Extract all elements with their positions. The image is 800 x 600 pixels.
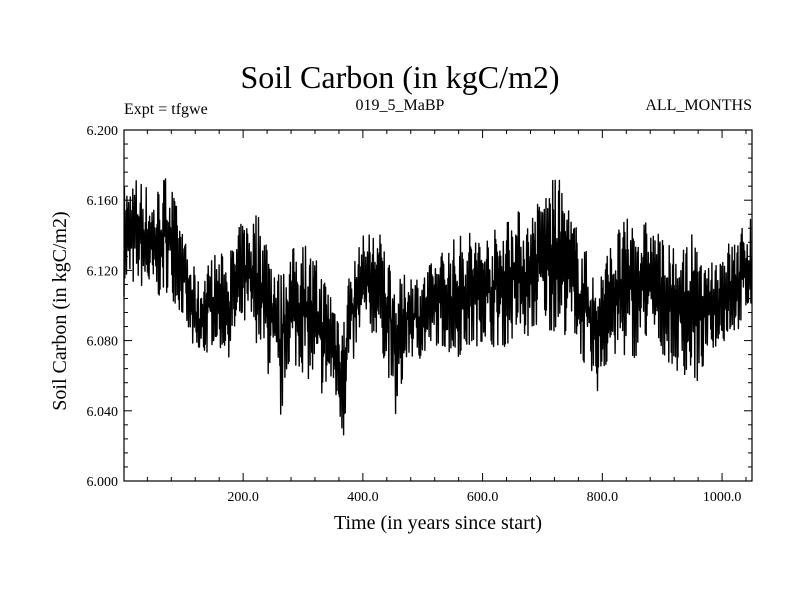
y-tick-label: 6.000 — [87, 475, 119, 490]
x-tick-label: 600.0 — [467, 490, 499, 505]
y-tick-label: 6.160 — [87, 194, 119, 209]
subtitle-right: ALL_MONTHS — [645, 97, 752, 114]
plot-frame — [123, 129, 753, 482]
chart-title: Soil Carbon (in kgC/m2) — [240, 59, 560, 95]
series-line-soil-carbon — [123, 178, 753, 436]
x-tick-label: 800.0 — [587, 490, 619, 505]
subtitle-center: 019_5_MaBP — [355, 97, 445, 114]
y-tick-label: 6.200 — [87, 124, 119, 139]
y-tick-label: 6.120 — [87, 264, 119, 279]
x-tick-label: 1000.0 — [703, 490, 742, 505]
x-tick-label: 400.0 — [347, 490, 379, 505]
y-tick-label: 6.040 — [87, 405, 119, 420]
x-tick-label: 200.0 — [227, 490, 259, 505]
subtitle-left: Expt = tfgwe — [124, 101, 208, 118]
y-tick-label: 6.080 — [87, 335, 119, 350]
x-axis-label: Time (in years since start) — [333, 512, 543, 534]
